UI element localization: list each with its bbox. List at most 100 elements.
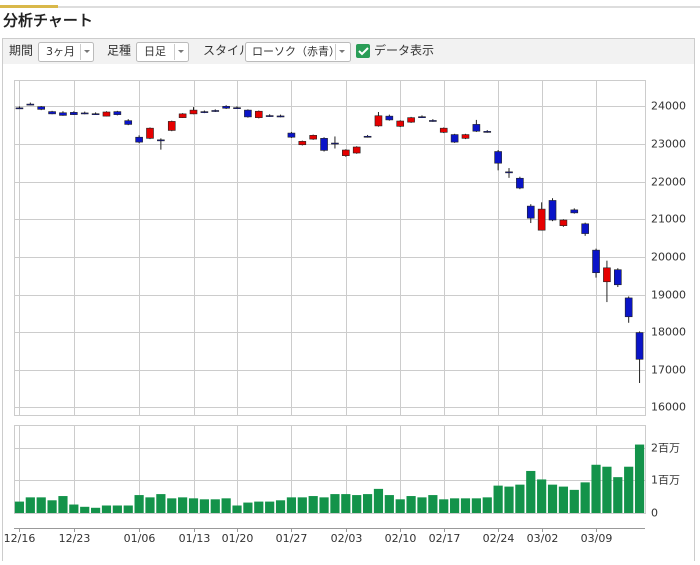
volume-bar [221, 498, 231, 513]
arrow [84, 50, 90, 53]
y-tick-label: 17000 [651, 364, 686, 377]
candle-body [135, 136, 143, 143]
volume-bar [123, 505, 133, 513]
candle-body [603, 267, 611, 283]
style-select[interactable] [245, 42, 351, 62]
period-value: 3ヶ月 [46, 45, 75, 58]
candle-body [124, 120, 133, 125]
candle-body [472, 124, 481, 132]
candle-body [635, 332, 644, 360]
volume-bar [624, 466, 634, 513]
candle-body [189, 109, 198, 115]
candle-body [516, 177, 524, 189]
candle-body [167, 121, 176, 131]
volume-bar [47, 500, 57, 513]
candle-body [342, 149, 350, 156]
candle-body [59, 112, 67, 116]
volume-bar [569, 489, 579, 513]
volume-bar [341, 494, 351, 513]
x-tick-label: 03/09 [581, 532, 613, 545]
volume-bar [330, 494, 340, 513]
candle-body [265, 115, 274, 117]
candle-body [222, 106, 230, 109]
volume-bar [504, 486, 514, 513]
panel [2, 38, 695, 563]
candle-body [592, 249, 600, 274]
bar-select[interactable] [136, 42, 189, 62]
volume-bar [613, 477, 623, 513]
x-tick-label: 01/13 [179, 532, 211, 545]
volume-bar [526, 470, 536, 513]
candle-body [37, 106, 45, 110]
style-value: ローソク（赤青） [252, 45, 340, 58]
volume-bar [286, 497, 297, 513]
volume-bar [450, 498, 460, 513]
volume-bar [58, 496, 68, 513]
volume-bar [275, 500, 286, 513]
y-tick-label: 1百万 [651, 474, 680, 487]
volume-bar [547, 484, 558, 513]
volume-bar [14, 501, 25, 513]
volume-bar [297, 497, 307, 513]
candle-body [244, 109, 252, 118]
x-tick-label: 02/10 [385, 532, 417, 545]
candle-body [146, 127, 154, 139]
volume-bar [243, 502, 253, 513]
candle-body [483, 131, 492, 133]
candle-body [450, 134, 459, 143]
candle-body [48, 111, 56, 115]
volume-bar [308, 496, 318, 513]
candle-body [309, 135, 317, 140]
volume-bar [112, 505, 122, 513]
volume-bar [90, 507, 101, 513]
volume-bar [580, 482, 590, 513]
volume-bar [558, 486, 569, 513]
candle-body [91, 113, 100, 115]
arrow [178, 50, 184, 53]
volume-bar [178, 497, 188, 513]
data-checkbox[interactable] [356, 44, 370, 58]
x-tick-label: 01/06 [124, 532, 156, 545]
volume-bar [36, 497, 46, 513]
volume-bar [145, 497, 155, 513]
y-tick-label: 19000 [651, 289, 686, 302]
volume-bar [537, 479, 547, 513]
candle-body [559, 219, 568, 226]
page-title: 分析チャート [3, 12, 93, 30]
candle-body [298, 141, 307, 146]
volume-bar [210, 499, 220, 513]
y-tick-label: 0 [651, 507, 658, 520]
volume-bar [395, 499, 405, 513]
data-toggle-label[interactable]: データ表示 [374, 43, 434, 58]
candle-body [80, 112, 89, 115]
y-tick-label: 24000 [651, 100, 686, 113]
candle-body [418, 116, 426, 118]
candle-body [570, 209, 579, 214]
candle-body [157, 139, 165, 142]
bar-value: 日足 [144, 45, 166, 58]
candle-body [385, 115, 394, 121]
volume-bar [254, 501, 264, 513]
style-label: スタイル [203, 44, 251, 58]
plot-frame [14, 80, 646, 416]
x-tick-label: 12/16 [4, 532, 36, 545]
candle-body [211, 110, 220, 112]
volume-bar [25, 497, 35, 513]
candle-body [461, 134, 470, 139]
candle-body [429, 120, 437, 122]
top-accent [0, 5, 58, 8]
volume-bar [101, 505, 112, 513]
y-tick-label: 21000 [651, 213, 686, 226]
arrow [339, 50, 345, 53]
x-tick-label: 01/27 [276, 532, 308, 545]
volume-bar [493, 485, 503, 513]
volume-bar [634, 444, 645, 513]
y-tick-label: 16000 [651, 401, 686, 414]
period-select[interactable] [38, 42, 94, 62]
x-tick-label: 02/24 [483, 532, 515, 545]
volume-bar [352, 495, 362, 513]
volume-bar [460, 498, 471, 513]
period-label: 期間 [9, 44, 33, 58]
candle-body [178, 113, 187, 118]
bar-label: 足種 [107, 44, 131, 58]
